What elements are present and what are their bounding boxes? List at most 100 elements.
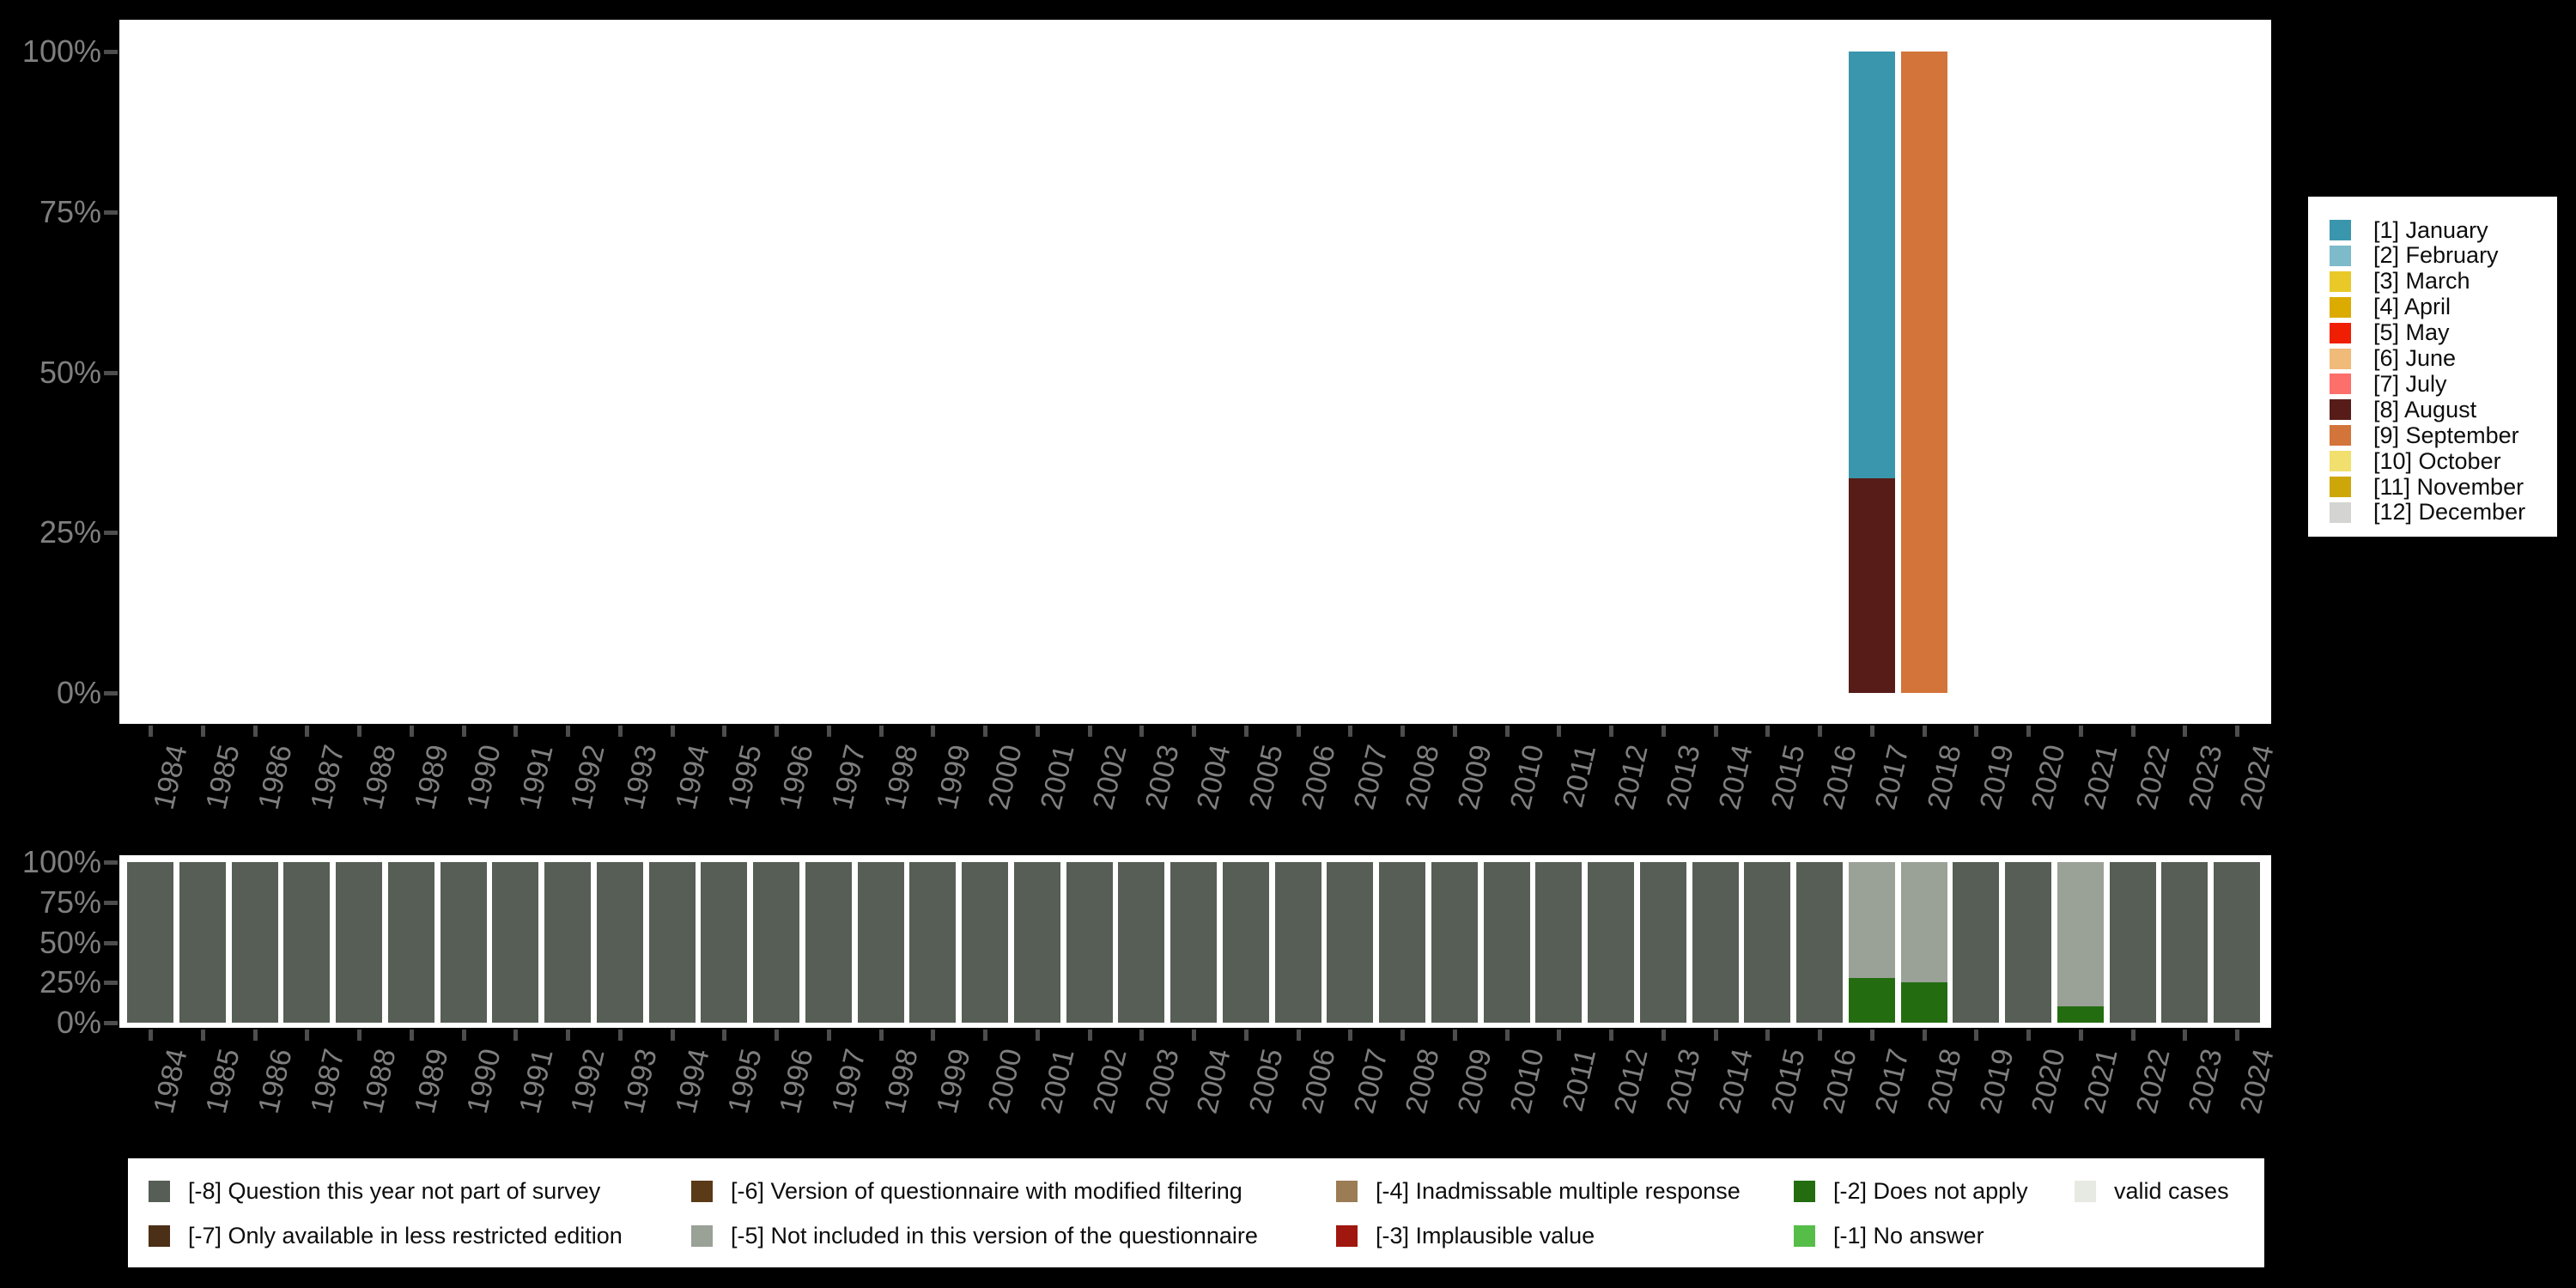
x-axis-tick — [566, 1030, 570, 1041]
x-axis-tick — [826, 1030, 831, 1041]
bar-segment — [1379, 862, 1425, 1023]
x-axis-tick — [1296, 726, 1301, 737]
bar-segment — [962, 862, 1008, 1023]
y-axis-label: 50% — [39, 924, 101, 960]
bar-segment — [1900, 982, 1947, 1023]
x-axis-tick — [2235, 726, 2239, 737]
x-axis-label: 2012 — [1607, 742, 1656, 813]
x-axis-tick — [513, 726, 519, 737]
x-axis-tick — [1400, 1030, 1405, 1041]
x-axis-tick — [2130, 1030, 2136, 1041]
legend-label: [-7] Only available in less restricted e… — [188, 1222, 623, 1249]
y-axis-tick — [104, 860, 118, 865]
x-axis-label: 1993 — [617, 742, 664, 813]
x-axis-tick — [1504, 726, 1510, 737]
legend-label: [11] November — [2373, 473, 2524, 500]
x-axis-label: 1991 — [513, 742, 560, 813]
x-axis-label: 1989 — [408, 1046, 455, 1117]
legend-label: [6] June — [2373, 345, 2457, 371]
x-axis-label: 1999 — [930, 1046, 977, 1117]
bar-segment — [2214, 862, 2260, 1023]
legend-swatch — [149, 1224, 170, 1247]
legend-label: valid cases — [2114, 1177, 2229, 1204]
x-axis-tick — [826, 726, 831, 737]
legend-label: [3] March — [2373, 268, 2470, 295]
x-axis-label: 2004 — [1190, 742, 1238, 813]
x-axis-tick — [1661, 1030, 1666, 1041]
bar-segment — [2109, 862, 2156, 1023]
x-axis-label: 2002 — [1086, 1046, 1133, 1117]
bar-segment — [1327, 862, 1374, 1023]
x-axis-tick — [305, 1030, 310, 1041]
x-axis-tick — [1765, 726, 1771, 737]
x-axis-tick — [1348, 726, 1353, 737]
y-axis-label: 75% — [39, 884, 101, 920]
y-axis-label: 75% — [39, 193, 101, 229]
x-axis-tick — [670, 726, 675, 737]
month-legend-entry: [3] March — [2330, 268, 2470, 295]
legend-swatch — [149, 1180, 170, 1202]
missing-legend-entry: [-3] Implausible value — [1336, 1223, 1595, 1249]
y-axis-tick — [104, 900, 118, 905]
legend-swatch — [1336, 1224, 1358, 1247]
x-axis-label: 1998 — [878, 1046, 925, 1117]
bar-segment — [1639, 862, 1686, 1023]
x-axis-tick — [1452, 1030, 1457, 1041]
x-axis-label: 2013 — [1660, 742, 1707, 813]
month-legend-entry: [2] February — [2330, 242, 2499, 269]
x-axis-label: 2011 — [1556, 742, 1603, 811]
x-axis-label: 2023 — [2182, 742, 2229, 813]
x-axis-tick — [617, 726, 623, 737]
x-axis-label: 2015 — [1765, 742, 1812, 813]
x-axis-tick — [878, 1030, 884, 1041]
x-axis-label: 2004 — [1190, 1046, 1238, 1117]
legend-swatch — [2330, 296, 2351, 318]
bar-segment — [857, 862, 904, 1023]
y-axis-tick — [104, 940, 118, 945]
x-axis-tick — [566, 726, 570, 737]
x-axis-tick — [722, 1030, 727, 1041]
legend-swatch — [2330, 501, 2351, 523]
x-axis-label: 2020 — [2025, 1046, 2073, 1117]
x-axis-tick — [1609, 726, 1613, 737]
x-axis-label: 1996 — [773, 742, 821, 813]
x-axis-tick — [2183, 1030, 2188, 1041]
x-axis-label: 2017 — [1868, 742, 1916, 813]
bar-segment — [1535, 862, 1583, 1023]
x-axis-tick — [1243, 1030, 1249, 1041]
x-axis-label: 1984 — [147, 1046, 195, 1117]
x-axis-tick — [1296, 1030, 1301, 1041]
x-axis-tick — [1974, 726, 1979, 737]
x-axis-label: 1994 — [669, 742, 716, 813]
legend-label: [-8] Question this year not part of surv… — [188, 1177, 601, 1204]
x-axis-label: 2024 — [2233, 1046, 2281, 1117]
x-axis-tick — [409, 726, 414, 737]
legend-label: [4] April — [2373, 294, 2451, 320]
x-axis-tick — [149, 726, 153, 737]
x-axis-label: 1988 — [355, 742, 404, 813]
x-axis-tick — [1035, 1030, 1040, 1041]
x-axis-tick — [2183, 726, 2188, 737]
x-axis-tick — [305, 726, 310, 737]
x-axis-tick — [357, 726, 361, 737]
y-axis-tick — [104, 531, 118, 536]
bar-segment — [336, 862, 382, 1023]
month-legend-entry: [12] December — [2330, 499, 2525, 526]
x-axis-label: 2003 — [1139, 742, 1186, 813]
x-axis-tick — [200, 726, 205, 737]
bar-segment — [2057, 862, 2104, 1007]
bar-segment — [1900, 862, 1947, 983]
x-axis-tick — [1869, 726, 1874, 737]
x-axis-tick — [1192, 726, 1196, 737]
month-legend-entry: [11] November — [2330, 474, 2524, 500]
x-axis-label: 2016 — [1816, 742, 1864, 813]
x-axis-tick — [252, 1030, 258, 1041]
missing-legend-entry: [-5] Not included in this version of the… — [691, 1223, 1258, 1249]
x-axis-tick — [722, 726, 727, 737]
bar-segment — [283, 862, 331, 1023]
missing-legend-entry: valid cases — [2075, 1178, 2229, 1204]
x-axis-tick — [2130, 726, 2136, 737]
bar-segment — [1483, 862, 1530, 1023]
legend-label: [7] July — [2373, 370, 2447, 397]
